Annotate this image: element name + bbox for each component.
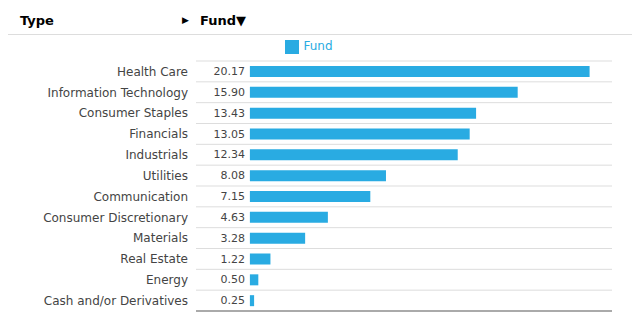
svg-text:Materials: Materials bbox=[133, 231, 188, 245]
svg-text:Health Care: Health Care bbox=[117, 65, 188, 79]
svg-text:0.25: 0.25 bbox=[220, 294, 245, 307]
svg-text:Financials: Financials bbox=[129, 127, 188, 141]
svg-text:Consumer Staples: Consumer Staples bbox=[79, 106, 188, 120]
svg-text:Cash and/or Derivatives: Cash and/or Derivatives bbox=[44, 294, 188, 308]
html-text:Type: Type bbox=[20, 13, 54, 28]
svg-text:20.17: 20.17 bbox=[213, 65, 245, 78]
svg-text:13.43: 13.43 bbox=[213, 107, 245, 120]
svg-text:7.15: 7.15 bbox=[220, 190, 245, 203]
svg-text:Energy: Energy bbox=[146, 273, 188, 287]
svg-text:13.05: 13.05 bbox=[213, 128, 245, 141]
svg-text:Industrials: Industrials bbox=[125, 148, 188, 162]
svg-text:12.34: 12.34 bbox=[213, 148, 245, 161]
svg-text:Information Technology: Information Technology bbox=[48, 86, 189, 100]
html-text:Fund: Fund bbox=[303, 39, 333, 53]
html-text:Fund▼: Fund▼ bbox=[200, 13, 246, 28]
svg-text:Utilities: Utilities bbox=[143, 169, 188, 183]
svg-text:Communication: Communication bbox=[93, 190, 188, 204]
svg-text:4.63: 4.63 bbox=[220, 211, 245, 224]
svg-text:3.28: 3.28 bbox=[220, 232, 245, 245]
svg-text:8.08: 8.08 bbox=[220, 169, 245, 182]
svg-text:Real Estate: Real Estate bbox=[120, 252, 188, 266]
svg-text:0.50: 0.50 bbox=[220, 273, 245, 286]
svg-text:Consumer Discretionary: Consumer Discretionary bbox=[43, 211, 188, 225]
svg-text:15.90: 15.90 bbox=[213, 86, 245, 99]
svg-text:1.22: 1.22 bbox=[220, 253, 245, 266]
